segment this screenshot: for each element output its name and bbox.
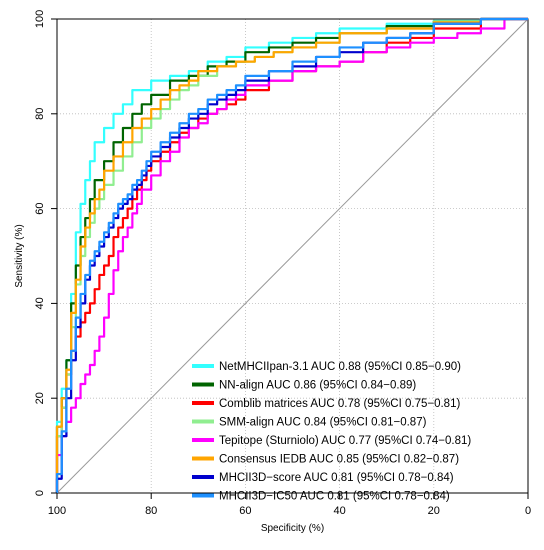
- legend-entry-6: Consensus IEDB AUC 0.85 (95%CI 0.82−0.87…: [219, 454, 459, 466]
- legend-entry-2: NN-align AUC 0.86 (95%CI 0.84−0.89): [219, 380, 416, 392]
- y-tick-label: 100: [34, 10, 46, 28]
- series-layer: [55, 17, 528, 493]
- x-tick-label: 40: [333, 505, 345, 517]
- legend-entry-3: Comblib matrices AUC 0.78 (95%CI 0.75−0.…: [219, 398, 460, 410]
- y-tick-label: 20: [34, 392, 46, 404]
- y-tick-label: 60: [34, 202, 46, 214]
- x-tick-label: 20: [428, 505, 440, 517]
- legend-entry-8: MHCII3D−IC50 AUC 0.81 (95%CI 0.78−0.84): [219, 491, 450, 503]
- y-tick-label: 40: [34, 297, 46, 309]
- y-tick-label: 80: [34, 108, 46, 120]
- y-tick-label: 0: [34, 490, 46, 496]
- x-tick-label: 60: [239, 505, 251, 517]
- legend-entry-7: MHCII3D−score AUC 0.81 (95%CI 0.78−0.84): [219, 472, 454, 484]
- x-tick-label: 100: [48, 505, 66, 517]
- x-tick-label: 80: [145, 505, 157, 517]
- axes-layer: 100 80 60 40 20 0 0 20 40 60 80 100: [34, 10, 531, 517]
- roc-curve-series-8: [55, 17, 528, 493]
- legend-entry-1: NetMHCIIpan-3.1 AUC 0.88 (95%CI 0.85−0.9…: [219, 361, 461, 373]
- legend: NetMHCIIpan-3.1 AUC 0.88 (95%CI 0.85−0.9…: [192, 361, 471, 503]
- roc-curve-series-6: [55, 17, 528, 493]
- reference-diagonal-line: [56, 18, 529, 494]
- y-axis-title: Sensitivity (%): [14, 224, 25, 287]
- roc-curve-series-5: [55, 17, 528, 493]
- legend-entry-5: Tepitope (Sturniolo) AUC 0.77 (95%CI 0.7…: [219, 435, 471, 447]
- x-axis-title: Specificity (%): [261, 523, 324, 534]
- legend-entry-4: SMM-align AUC 0.84 (95%CI 0.81−0.87): [219, 417, 427, 429]
- plot-frame: [56, 18, 529, 494]
- x-tick-label: 0: [525, 505, 531, 517]
